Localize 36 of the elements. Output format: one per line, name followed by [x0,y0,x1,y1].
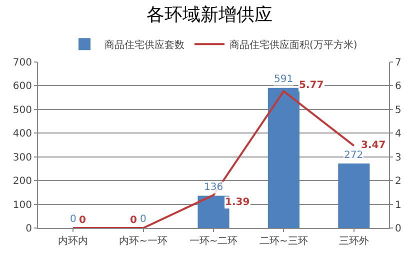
y2-tick-label: 2 [395,176,402,188]
x-tick-label: 二环~三环 [260,236,308,247]
y-tick-label: 500 [12,104,32,116]
y2-tick-label: 0 [395,224,402,234]
y2-tick-label: 7 [395,58,402,68]
y2-tick-label: 5 [395,104,402,116]
data-label: 136 [204,182,224,193]
legend-label: 商品住宅供应套数 [104,39,184,52]
y2-tick-label: 6 [395,81,402,92]
y2-tick-label: 4 [395,128,402,140]
y-tick-label: 300 [12,152,32,164]
y2-tick-label: 1 [395,200,402,211]
legend-label: 商品住宅供应面积(万平方米) [230,39,358,52]
y2-tick-label: 3 [395,152,402,164]
y-tick-label: 400 [12,128,32,140]
x-tick-label: 内环~一环 [119,235,168,247]
bar [268,88,300,228]
data-label: 3.47 [361,140,386,151]
data-label: 5.77 [299,80,324,91]
y-tick-label: 0 [26,224,32,234]
data-label: 0 [140,214,146,225]
data-label: 0 [70,214,76,225]
data-label: 1.39 [225,197,250,208]
data-label: 591 [274,74,294,85]
y-tick-label: 700 [12,58,32,68]
data-label: 272 [344,150,364,161]
x-tick-label: 三环外 [338,236,369,247]
x-tick-label: 一环~二环 [189,236,238,247]
y-tick-label: 100 [12,200,32,211]
data-label: 0 [130,215,137,226]
data-label: 0 [79,215,86,226]
y-tick-label: 600 [12,81,32,92]
chart-title: 各环域新增供应 [146,4,272,26]
bar [338,164,370,228]
x-tick-label: 内环内 [58,235,88,247]
y-tick-label: 200 [12,176,32,188]
